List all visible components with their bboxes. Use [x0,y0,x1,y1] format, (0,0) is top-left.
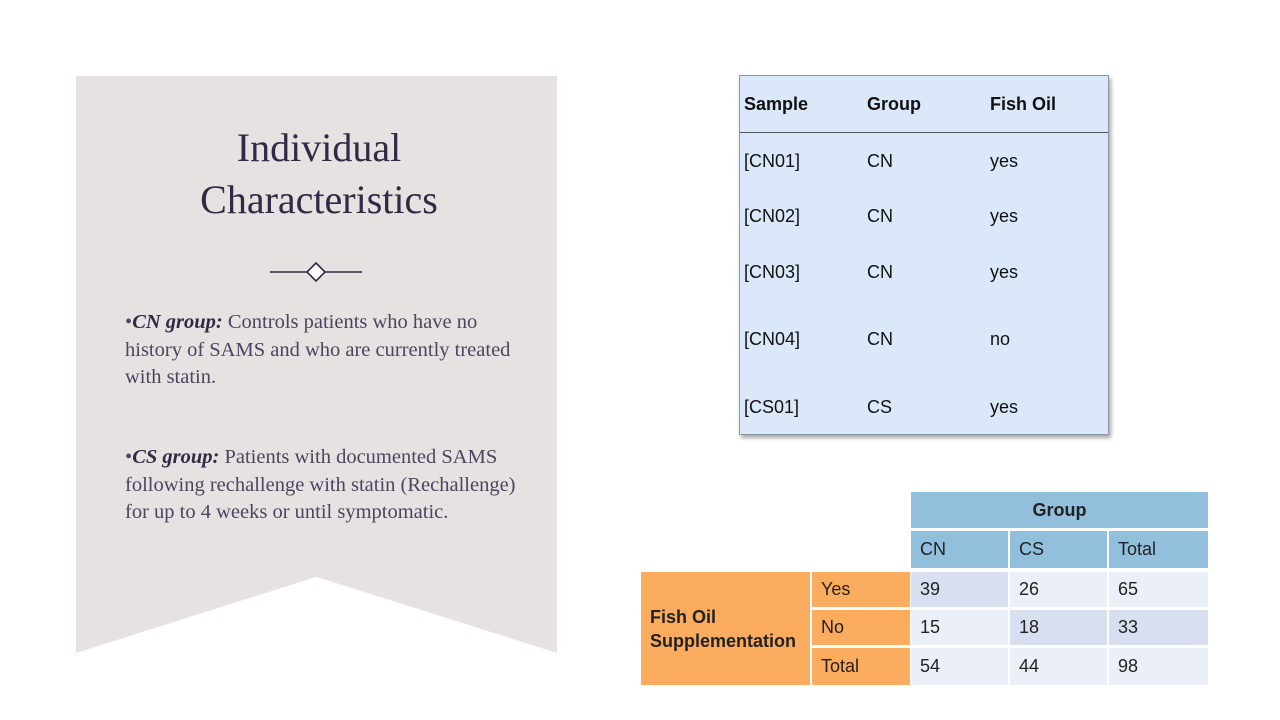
fish-oil-cell: no [990,329,1011,349]
sample-cell: [CN04] [744,329,801,349]
crosstab-cell: 15 [911,610,1008,645]
crosstab-cell: 65 [1109,572,1208,607]
bullet-cn-group: •CN group: Controls patients who have no… [125,309,525,392]
bullet-cs-text: Patients with documented SAMS following … [125,446,516,523]
group-cell: CN [867,206,893,226]
fish-oil-cell: yes [990,397,1019,417]
slide-title: Individual Characteristics [76,122,562,226]
crosstab-group-header: Group [911,492,1208,528]
fish-oil-cell: yes [990,151,1019,171]
bullet-cn-label: CN group: [132,311,223,333]
diamond-divider-icon [270,262,362,282]
slide-title-line-2: Characteristics [200,177,438,222]
bullet-cs-group: •CS group: Patients with documented SAMS… [125,444,525,527]
fish-oil-cell: yes [990,206,1019,226]
bullet-cn-text: Controls patients who have no history of… [125,311,511,388]
crosstab-cell: 54 [911,648,1008,685]
bullet-marker: • [125,446,133,468]
bullet-marker: • [125,311,133,333]
crosstab-cell: 18 [1010,610,1107,645]
crosstab-row-label: Total [812,648,910,685]
header-sample: Sample [744,94,809,114]
crosstab-col-header: Total [1109,531,1208,568]
sample-cell: [CN02] [744,206,801,226]
crosstab-cell: 39 [911,572,1008,607]
crosstab-cell: 33 [1109,610,1208,645]
group-cell: CN [867,329,893,349]
crosstab-col-header: CS [1010,531,1107,568]
sample-cell: [CN03] [744,262,801,282]
crosstab-cell: 98 [1109,648,1208,685]
sample-table-header [740,76,1108,133]
crosstab-row-variable: Fish Oil Supplementation [641,572,810,685]
crosstab-row-label: No [812,610,910,645]
sample-cell: [CN01] [744,151,801,171]
title-banner-panel [76,76,557,653]
sample-cell: [CS01] [744,397,800,417]
row-variable-line-1: Fish Oil [650,606,717,627]
sample-table: Sample Group Fish Oil [CN01] CN yes [CN0… [739,75,1109,435]
fish-oil-cell: yes [990,262,1019,282]
group-cell: CS [867,397,893,417]
crosstab-col-header: CN [911,531,1008,568]
group-cell: CN [867,262,893,282]
group-cell: CN [867,151,893,171]
crosstab-cell: 26 [1010,572,1107,607]
header-fish-oil: Fish Oil [990,94,1057,114]
bullet-cs-label: CS group: [132,446,220,468]
header-group: Group [867,94,921,114]
crosstab-row-label: Yes [812,572,910,607]
row-variable-line-2: Supplementation [650,630,797,651]
slide-title-line-1: Individual [236,125,402,170]
crosstab-cell: 44 [1010,648,1107,685]
